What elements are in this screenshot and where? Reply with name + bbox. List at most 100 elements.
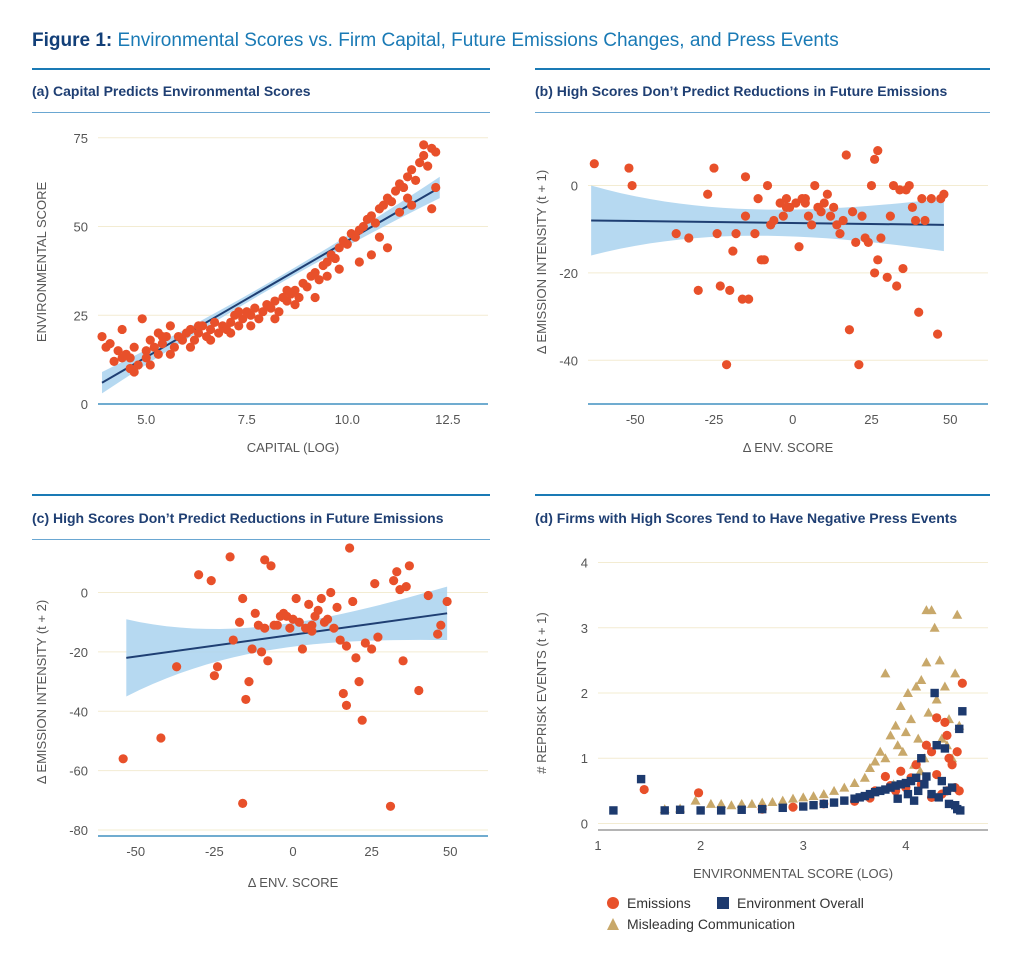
chart-d-misleading-communication-point [939, 681, 950, 691]
chart-d-y-axis-title: # REPRISK EVENTS (t + 1) [534, 612, 549, 773]
chart-d-emissions-point [880, 771, 890, 782]
chart-a-point [431, 182, 441, 193]
chart-d-ytick-label: 0 [581, 816, 588, 831]
chart-c-point [294, 617, 304, 627]
chart-a-point [117, 353, 127, 363]
chart-c-point [414, 685, 424, 696]
chart-a-point [419, 140, 429, 150]
chart-a-point [294, 292, 304, 303]
panel-a-rule [32, 68, 490, 70]
chart-a-regression-line [101, 186, 441, 384]
chart-c-point [341, 700, 352, 710]
chart-d-emissions-point [693, 788, 704, 798]
chart-b-y-axis-title: Δ EMISSION INTENSITY (t + 1) [534, 170, 549, 354]
chart-b-point [870, 268, 880, 278]
chart-c-point [212, 662, 223, 672]
chart-b-point [857, 211, 867, 221]
chart-c-point [234, 617, 245, 627]
chart-b-point [750, 229, 760, 239]
chart-c-point [206, 576, 216, 586]
chart-c-point [313, 605, 323, 615]
chart-d-environment-overall-point [799, 802, 808, 811]
chart-d-emissions-point [788, 802, 798, 812]
chart-c-point [304, 599, 314, 610]
chart-a-point [153, 349, 163, 359]
chart-a-point [314, 275, 324, 285]
chart-d-misleading-communication-point [875, 746, 886, 756]
chart-a-point [282, 296, 292, 306]
chart-d-environment-overall-point [956, 806, 965, 815]
chart-a-point [193, 321, 204, 331]
panel-d-title: (d) Firms with High Scores Tend to Have … [535, 510, 958, 526]
chart-b-ytick-label: -40 [559, 353, 578, 368]
chart-a-point [157, 331, 167, 342]
chart-c-point [172, 662, 182, 672]
chart-c-point [338, 688, 348, 699]
chart-a-point [214, 328, 224, 338]
chart-d-environment-overall-point [886, 783, 895, 792]
chart-a-point [282, 285, 292, 295]
chart-b-point [737, 294, 747, 304]
chart-b-point [876, 233, 886, 243]
chart-c-point [354, 677, 364, 687]
chart-d-environment-overall-point [896, 780, 905, 789]
chart-d-environment-overall-point [940, 744, 950, 753]
chart-a-point [205, 335, 216, 345]
chart-d-environment-overall-point [609, 806, 618, 815]
chart-c-ytick-label: -80 [69, 823, 88, 838]
chart-c-point [118, 754, 128, 764]
chart-c-xtick-label: -50 [126, 844, 145, 859]
chart-c-point [238, 798, 248, 808]
chart-d-environment-overall-point [917, 754, 926, 763]
chart-d-environment-overall-point [914, 786, 923, 796]
chart-d-environment-overall-point [901, 778, 911, 788]
chart-a-point [366, 211, 377, 221]
chart-d-misleading-communication-point [931, 694, 942, 704]
panel-c-subrule [32, 539, 490, 540]
chart-a-point [254, 314, 264, 324]
chart-d-misleading-communication-point [864, 763, 875, 773]
chart-d-environment-overall-point [947, 783, 957, 792]
chart-a-xtick-label: 7.5 [238, 412, 256, 427]
chart-d-environment-overall-point [909, 796, 919, 805]
chart-a-point [402, 193, 413, 203]
chart-c-point [335, 635, 345, 645]
chart-d-environment-overall-point [855, 793, 864, 802]
chart-c-point [228, 635, 238, 645]
chart-c-x-axis-title: Δ ENV. SCORE [248, 875, 339, 890]
chart-a-point [342, 239, 352, 249]
figure-title: Figure 1: Environmental Scores vs. Firm … [32, 30, 839, 52]
chart-c-point [297, 644, 308, 654]
chart-b-point [703, 189, 713, 199]
chart-c-point [436, 620, 446, 630]
chart-a-point [125, 353, 135, 363]
chart-a-point [394, 207, 405, 217]
chart-a-point [234, 307, 244, 317]
chart-b-point [731, 229, 741, 239]
chart-d-misleading-communication-point [952, 609, 963, 619]
chart-b-point [740, 172, 751, 182]
chart-c-point [244, 677, 254, 687]
chart-d-ytick-label: 4 [581, 556, 588, 571]
chart-d-misleading-communication-point [900, 727, 911, 737]
chart-b-point [709, 163, 719, 173]
chart-a-point [105, 339, 115, 349]
chart-a-point [234, 321, 244, 331]
chart-b-point [753, 194, 763, 204]
chart-a-point [302, 282, 312, 292]
chart-a-point [97, 331, 107, 342]
chart-a-ytick-label: 75 [74, 131, 88, 146]
chart-b-point [851, 237, 861, 247]
chart-c-point [156, 733, 166, 743]
chart-d-environment-overall-point [930, 688, 939, 698]
chart-b-point [810, 180, 820, 191]
chart-b-point [627, 180, 637, 191]
chart-c-xtick-label: 25 [364, 844, 378, 859]
chart-a-point [157, 339, 167, 349]
chart-c-point [291, 593, 301, 604]
chart-d-misleading-communication-point [936, 733, 947, 743]
chart-d-misleading-communication-point [798, 792, 809, 802]
chart-a-point [145, 335, 155, 345]
legend-label-misleading-communication: Misleading Communication [627, 916, 796, 932]
chart-b-xtick-label: 50 [943, 412, 957, 427]
